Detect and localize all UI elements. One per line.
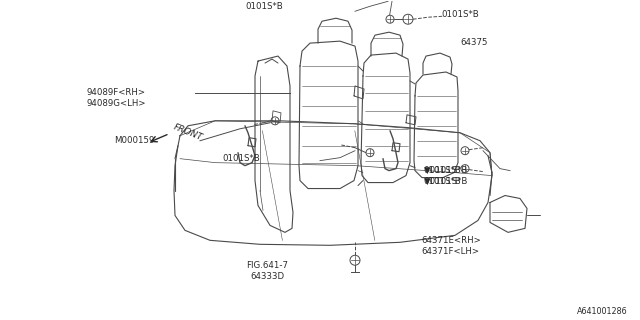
Text: 94089G<LH>: 94089G<LH> <box>86 100 146 108</box>
Text: 0101S*B: 0101S*B <box>424 177 461 186</box>
Text: 64375: 64375 <box>461 38 488 47</box>
Text: 64371F<LH>: 64371F<LH> <box>421 247 479 256</box>
Text: FRONT: FRONT <box>172 123 204 142</box>
Text: 94089F<RH>: 94089F<RH> <box>86 88 145 97</box>
Text: ▼0101S*B: ▼0101S*B <box>424 177 468 186</box>
Text: ▼0101S*B: ▼0101S*B <box>424 166 468 175</box>
Text: FIG.641-7: FIG.641-7 <box>246 261 289 270</box>
Text: 0101S*B: 0101S*B <box>424 166 461 175</box>
Text: M000159: M000159 <box>114 136 154 145</box>
Text: 64371E<RH>: 64371E<RH> <box>421 236 481 245</box>
Text: 64333D: 64333D <box>250 272 285 282</box>
Text: 0101S*B: 0101S*B <box>442 10 479 19</box>
Text: 0101S*B: 0101S*B <box>223 154 260 163</box>
Text: A641001286: A641001286 <box>577 307 627 316</box>
Text: 0101S*B: 0101S*B <box>246 2 284 11</box>
